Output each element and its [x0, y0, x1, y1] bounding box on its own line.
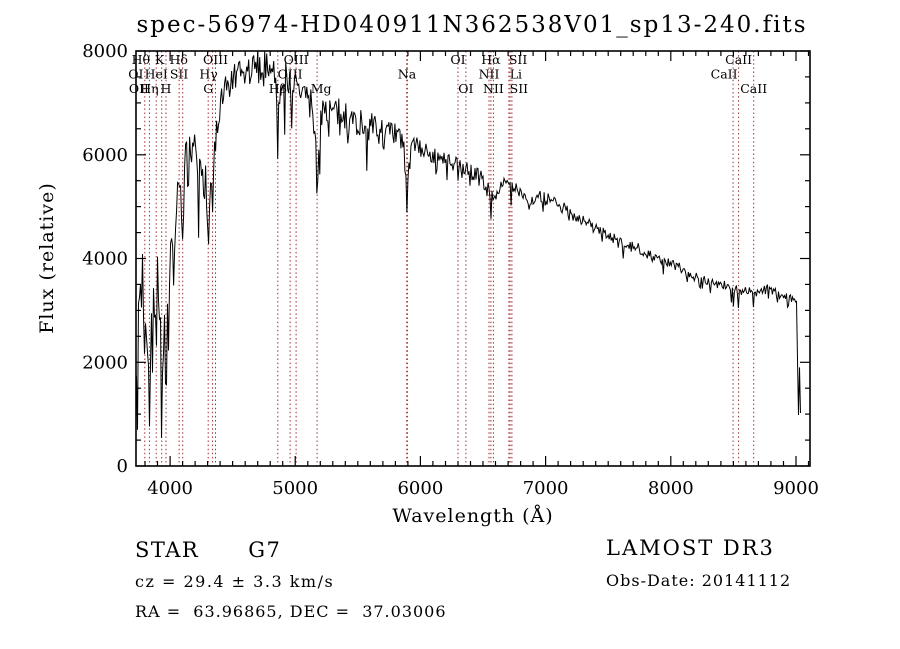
x-tick-label: 4000 [147, 478, 193, 499]
spectral-line-label: OI [450, 52, 465, 67]
y-tick-label: 0 [117, 456, 128, 477]
spectral-line-label: Hγ [199, 67, 217, 82]
y-tick-label: 2000 [82, 352, 128, 373]
x-tick-label: 6000 [397, 478, 443, 499]
radial-velocity-label: cz = 29.4 ± 3.3 km/s [135, 572, 335, 591]
x-tick-label: 8000 [648, 478, 694, 499]
y-tick-label: 6000 [82, 145, 128, 166]
survey-label: LAMOST DR3 [606, 536, 775, 560]
spectral-line-label: Mg [311, 81, 332, 96]
spectral-line-label: H [161, 81, 172, 96]
spectral-line-label: CaII [711, 67, 738, 82]
spectral-line-label: Hη [140, 81, 158, 96]
x-tick-label: 5000 [272, 478, 318, 499]
y-tick-label: 4000 [82, 249, 128, 270]
spectral-line-label: Li [510, 67, 522, 82]
spectral-line-label: SII [509, 52, 528, 67]
spectral-line-label: Hβ [269, 81, 287, 96]
object-class-label: STAR G7 [135, 538, 282, 562]
spectral-line-label: OIII [203, 52, 228, 67]
obs-date-label: Obs-Date: 20141112 [606, 571, 792, 590]
spectral-line-label: SII [170, 67, 189, 82]
spectral-line-label: OI [128, 67, 143, 82]
spectrum-curve [136, 50, 801, 438]
x-axis-title: Wavelength (Å) [392, 505, 554, 527]
spectral-line-label: Hθ [132, 52, 150, 67]
spectral-line-label: G [203, 81, 213, 96]
spectral-line-label: HeI [145, 67, 168, 82]
spectral-line-label: OI [458, 81, 473, 96]
spectral-line-label: NII [479, 67, 500, 82]
spectral-line-label: OIII [284, 52, 309, 67]
x-tick-label: 9000 [773, 478, 819, 499]
spectral-line-label: CaII [725, 52, 752, 67]
page-title: spec-56974-HD040911N362538V01_sp13-240.f… [136, 12, 808, 38]
spectral-line-label: K [155, 52, 165, 67]
spectral-line-label: Hδ [169, 52, 187, 67]
plot-frame [135, 50, 811, 467]
y-tick-label: 8000 [82, 41, 128, 62]
spectral-line-label: NII [483, 81, 504, 96]
spectral-line-label: OII [129, 81, 149, 96]
spectral-line-label: Na [398, 67, 417, 82]
spectral-line-label: CaII [740, 81, 767, 96]
ra-dec-label: RA = 63.96865, DEC = 37.03006 [135, 602, 447, 621]
spectral-line-label: SII [510, 81, 529, 96]
x-tick-label: 7000 [523, 478, 569, 499]
spectral-line-label: Hα [481, 52, 501, 67]
